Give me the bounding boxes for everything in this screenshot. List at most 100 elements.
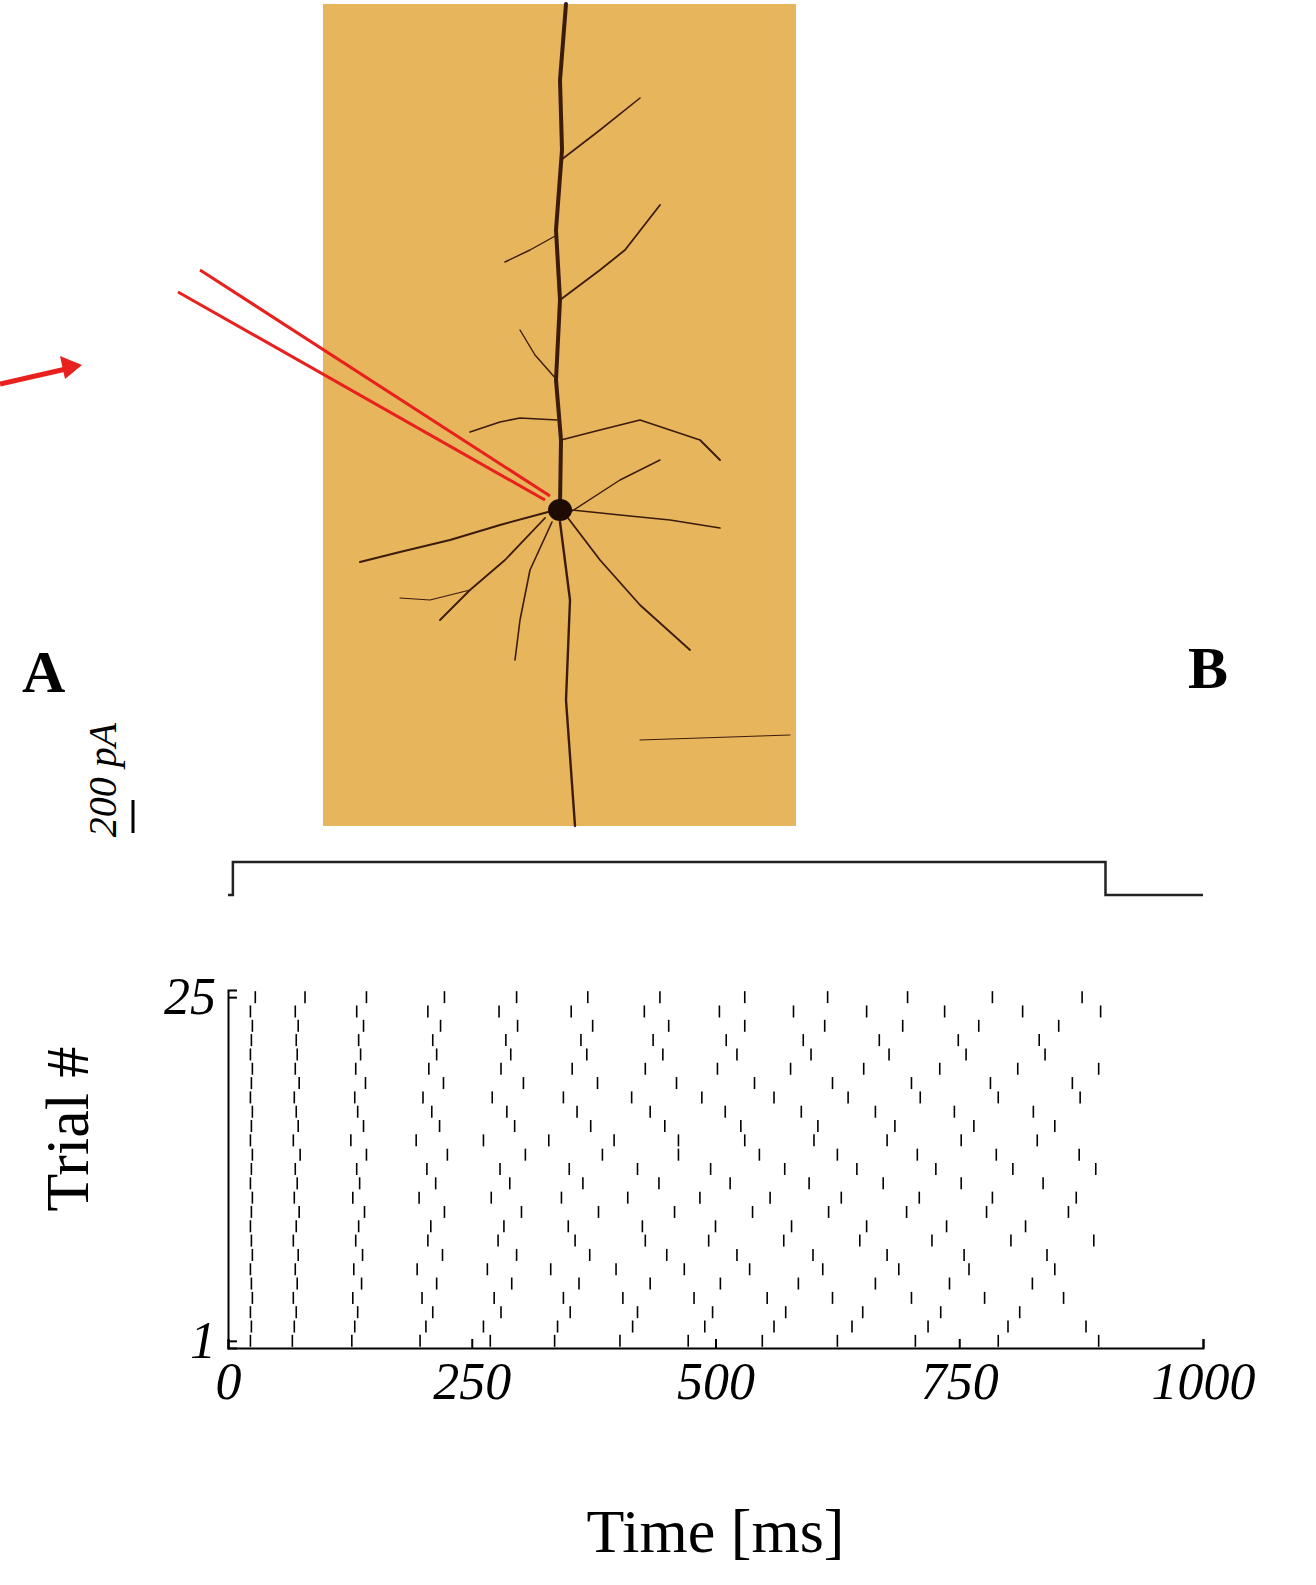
spike (255, 991, 257, 1003)
spike (490, 1192, 492, 1204)
spike (866, 1220, 868, 1232)
spike (1095, 1163, 1097, 1175)
spike (295, 1220, 297, 1232)
electrode (200, 270, 550, 496)
arrow-head (60, 356, 82, 379)
spike (505, 1034, 507, 1046)
spike (968, 1263, 970, 1275)
spike (353, 1263, 355, 1275)
spike (563, 1091, 565, 1103)
spike (724, 1106, 726, 1118)
spike (719, 1005, 721, 1017)
spike (516, 1249, 518, 1261)
spike (744, 991, 746, 1003)
spike (965, 1048, 967, 1060)
spike (960, 1134, 962, 1146)
spike (523, 1077, 525, 1089)
spike (1098, 1335, 1100, 1347)
spike (252, 1192, 254, 1204)
spike (862, 1306, 864, 1318)
spike (990, 1077, 992, 1089)
spike (365, 1077, 367, 1089)
x-tick-label: 0 (216, 1353, 242, 1410)
panel-label: B (1188, 635, 1228, 701)
spike (503, 1220, 505, 1232)
spike (992, 1192, 994, 1204)
x-axis: 02505007501000 (216, 1339, 1256, 1410)
x-tick: 1000 (1152, 1339, 1256, 1410)
spike (649, 1106, 651, 1118)
spike (293, 1091, 295, 1103)
spike (430, 1220, 432, 1232)
spike (1054, 1263, 1056, 1275)
spike (827, 991, 829, 1003)
spike (360, 1048, 362, 1060)
spike (491, 1091, 493, 1103)
spike (919, 1091, 921, 1103)
spike (252, 1106, 254, 1118)
spike (882, 1177, 884, 1189)
spike (250, 1048, 252, 1060)
spike (432, 1306, 434, 1318)
spike (251, 1321, 253, 1333)
spike (1032, 1278, 1034, 1290)
spike (419, 1335, 421, 1347)
spike (736, 1249, 738, 1261)
spike (294, 1063, 296, 1075)
x-tick-mark (715, 1339, 717, 1348)
spike (252, 1149, 254, 1161)
spike (483, 1134, 485, 1146)
spike (602, 1149, 604, 1161)
neuron-process (561, 98, 640, 160)
spike (1019, 1306, 1021, 1318)
spike (580, 1034, 582, 1046)
spike (837, 1149, 839, 1161)
spike (587, 991, 589, 1003)
neuron-process (556, 4, 566, 505)
spike (499, 1163, 501, 1175)
neuron-process (520, 330, 557, 380)
spike (355, 1235, 357, 1247)
spike (863, 1063, 865, 1075)
spike (704, 1321, 706, 1333)
spike (666, 1249, 668, 1261)
spike (511, 1278, 513, 1290)
spike (824, 1020, 826, 1032)
spike (350, 1134, 352, 1146)
spike (440, 1020, 442, 1032)
spike (554, 1335, 556, 1347)
spike (736, 1048, 738, 1060)
spike (557, 1321, 559, 1333)
spike (352, 1292, 354, 1304)
neuron-process (568, 518, 690, 650)
y-tick-label: 1 (190, 1312, 216, 1369)
spike (357, 1106, 359, 1118)
spike (886, 1134, 888, 1146)
spike (563, 1292, 565, 1304)
spike (296, 1278, 298, 1290)
spike (627, 1192, 629, 1204)
spike (793, 1005, 795, 1017)
spike (421, 1292, 423, 1304)
spike (911, 1292, 913, 1304)
spike (506, 1106, 508, 1118)
spike (668, 1020, 670, 1032)
x-axis-title: Time [ms] (587, 1497, 845, 1565)
spike (561, 1192, 563, 1204)
spike (516, 991, 518, 1003)
stimulus-trace (228, 862, 1203, 895)
spike (510, 1048, 512, 1060)
spike (791, 1220, 793, 1232)
spike (363, 1120, 365, 1132)
spike (693, 1292, 695, 1304)
spike (589, 1249, 591, 1261)
spike (295, 1106, 297, 1118)
spike (828, 1206, 830, 1218)
spike (687, 1335, 689, 1347)
spike (597, 1077, 599, 1089)
spike (354, 1091, 356, 1103)
spike (984, 1292, 986, 1304)
spike (487, 1263, 489, 1275)
spike (436, 1278, 438, 1290)
spike (644, 1005, 646, 1017)
